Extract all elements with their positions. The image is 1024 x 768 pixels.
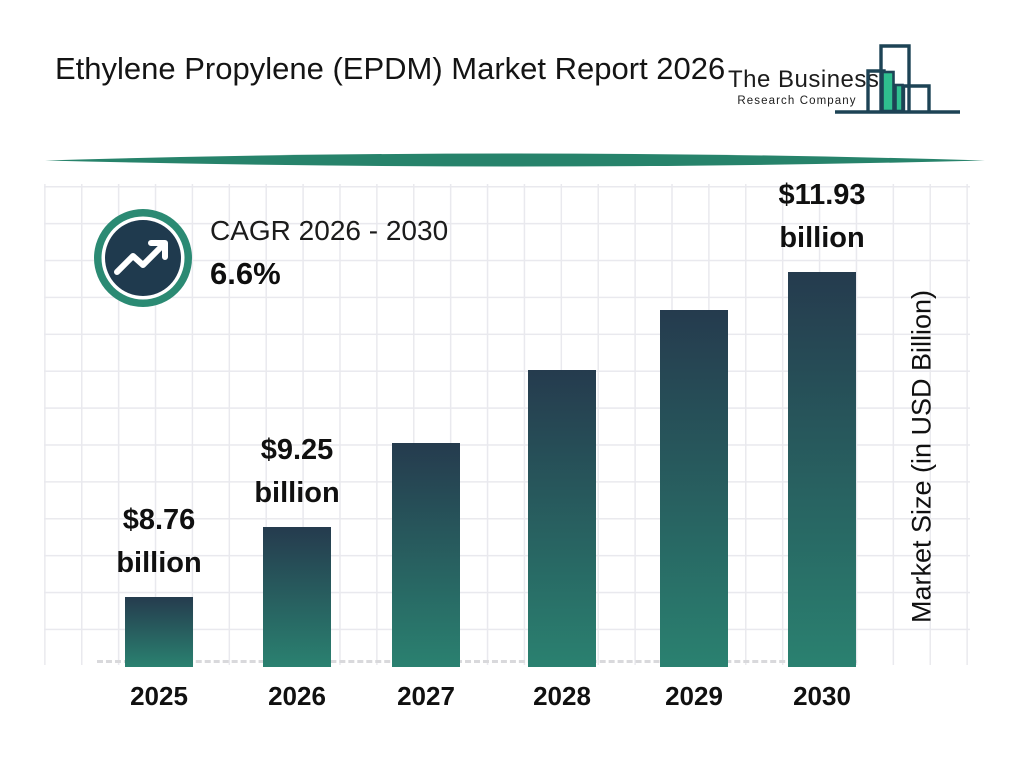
cagr-value: 6.6% bbox=[210, 256, 281, 291]
trending-up-badge-icon bbox=[94, 209, 192, 307]
cagr-period-label: CAGR 2026 - 2030 bbox=[210, 215, 449, 246]
x-tick-2028: 2028 bbox=[533, 681, 591, 711]
bar-2030 bbox=[788, 272, 856, 667]
divider-rule bbox=[45, 153, 985, 167]
cagr-text-block: CAGR 2026 - 2030 6.6% bbox=[210, 215, 448, 292]
bar-2028 bbox=[528, 370, 596, 667]
x-tick-2026: 2026 bbox=[268, 681, 326, 711]
x-tick-2027: 2027 bbox=[397, 681, 455, 711]
logo-text: The Business Research Company bbox=[728, 66, 880, 107]
bar-2026 bbox=[263, 527, 331, 667]
logo-company-subtitle: Research Company bbox=[737, 95, 857, 107]
x-tick-2030: 2030 bbox=[793, 681, 851, 711]
x-tick-2029: 2029 bbox=[665, 681, 723, 711]
bar-chart-logo-icon bbox=[835, 44, 960, 114]
value-label-2026: $9.25 billion bbox=[254, 434, 340, 509]
bar-2025 bbox=[125, 597, 193, 667]
x-axis-dashed-baseline bbox=[97, 660, 857, 663]
x-tick-2025: 2025 bbox=[130, 681, 188, 711]
bar-2027 bbox=[392, 443, 460, 667]
value-label-2030: $11.93 billion bbox=[778, 179, 866, 254]
bar-2029 bbox=[660, 310, 728, 667]
logo-company-name: The Business bbox=[728, 66, 880, 93]
page-title: Ethylene Propylene (EPDM) Market Report … bbox=[55, 51, 726, 86]
company-logo: The Business Research Company bbox=[728, 38, 968, 118]
value-label-2025: $8.76 billion bbox=[116, 504, 202, 579]
y-axis-label: Market Size (in USD Billion) bbox=[906, 289, 937, 624]
